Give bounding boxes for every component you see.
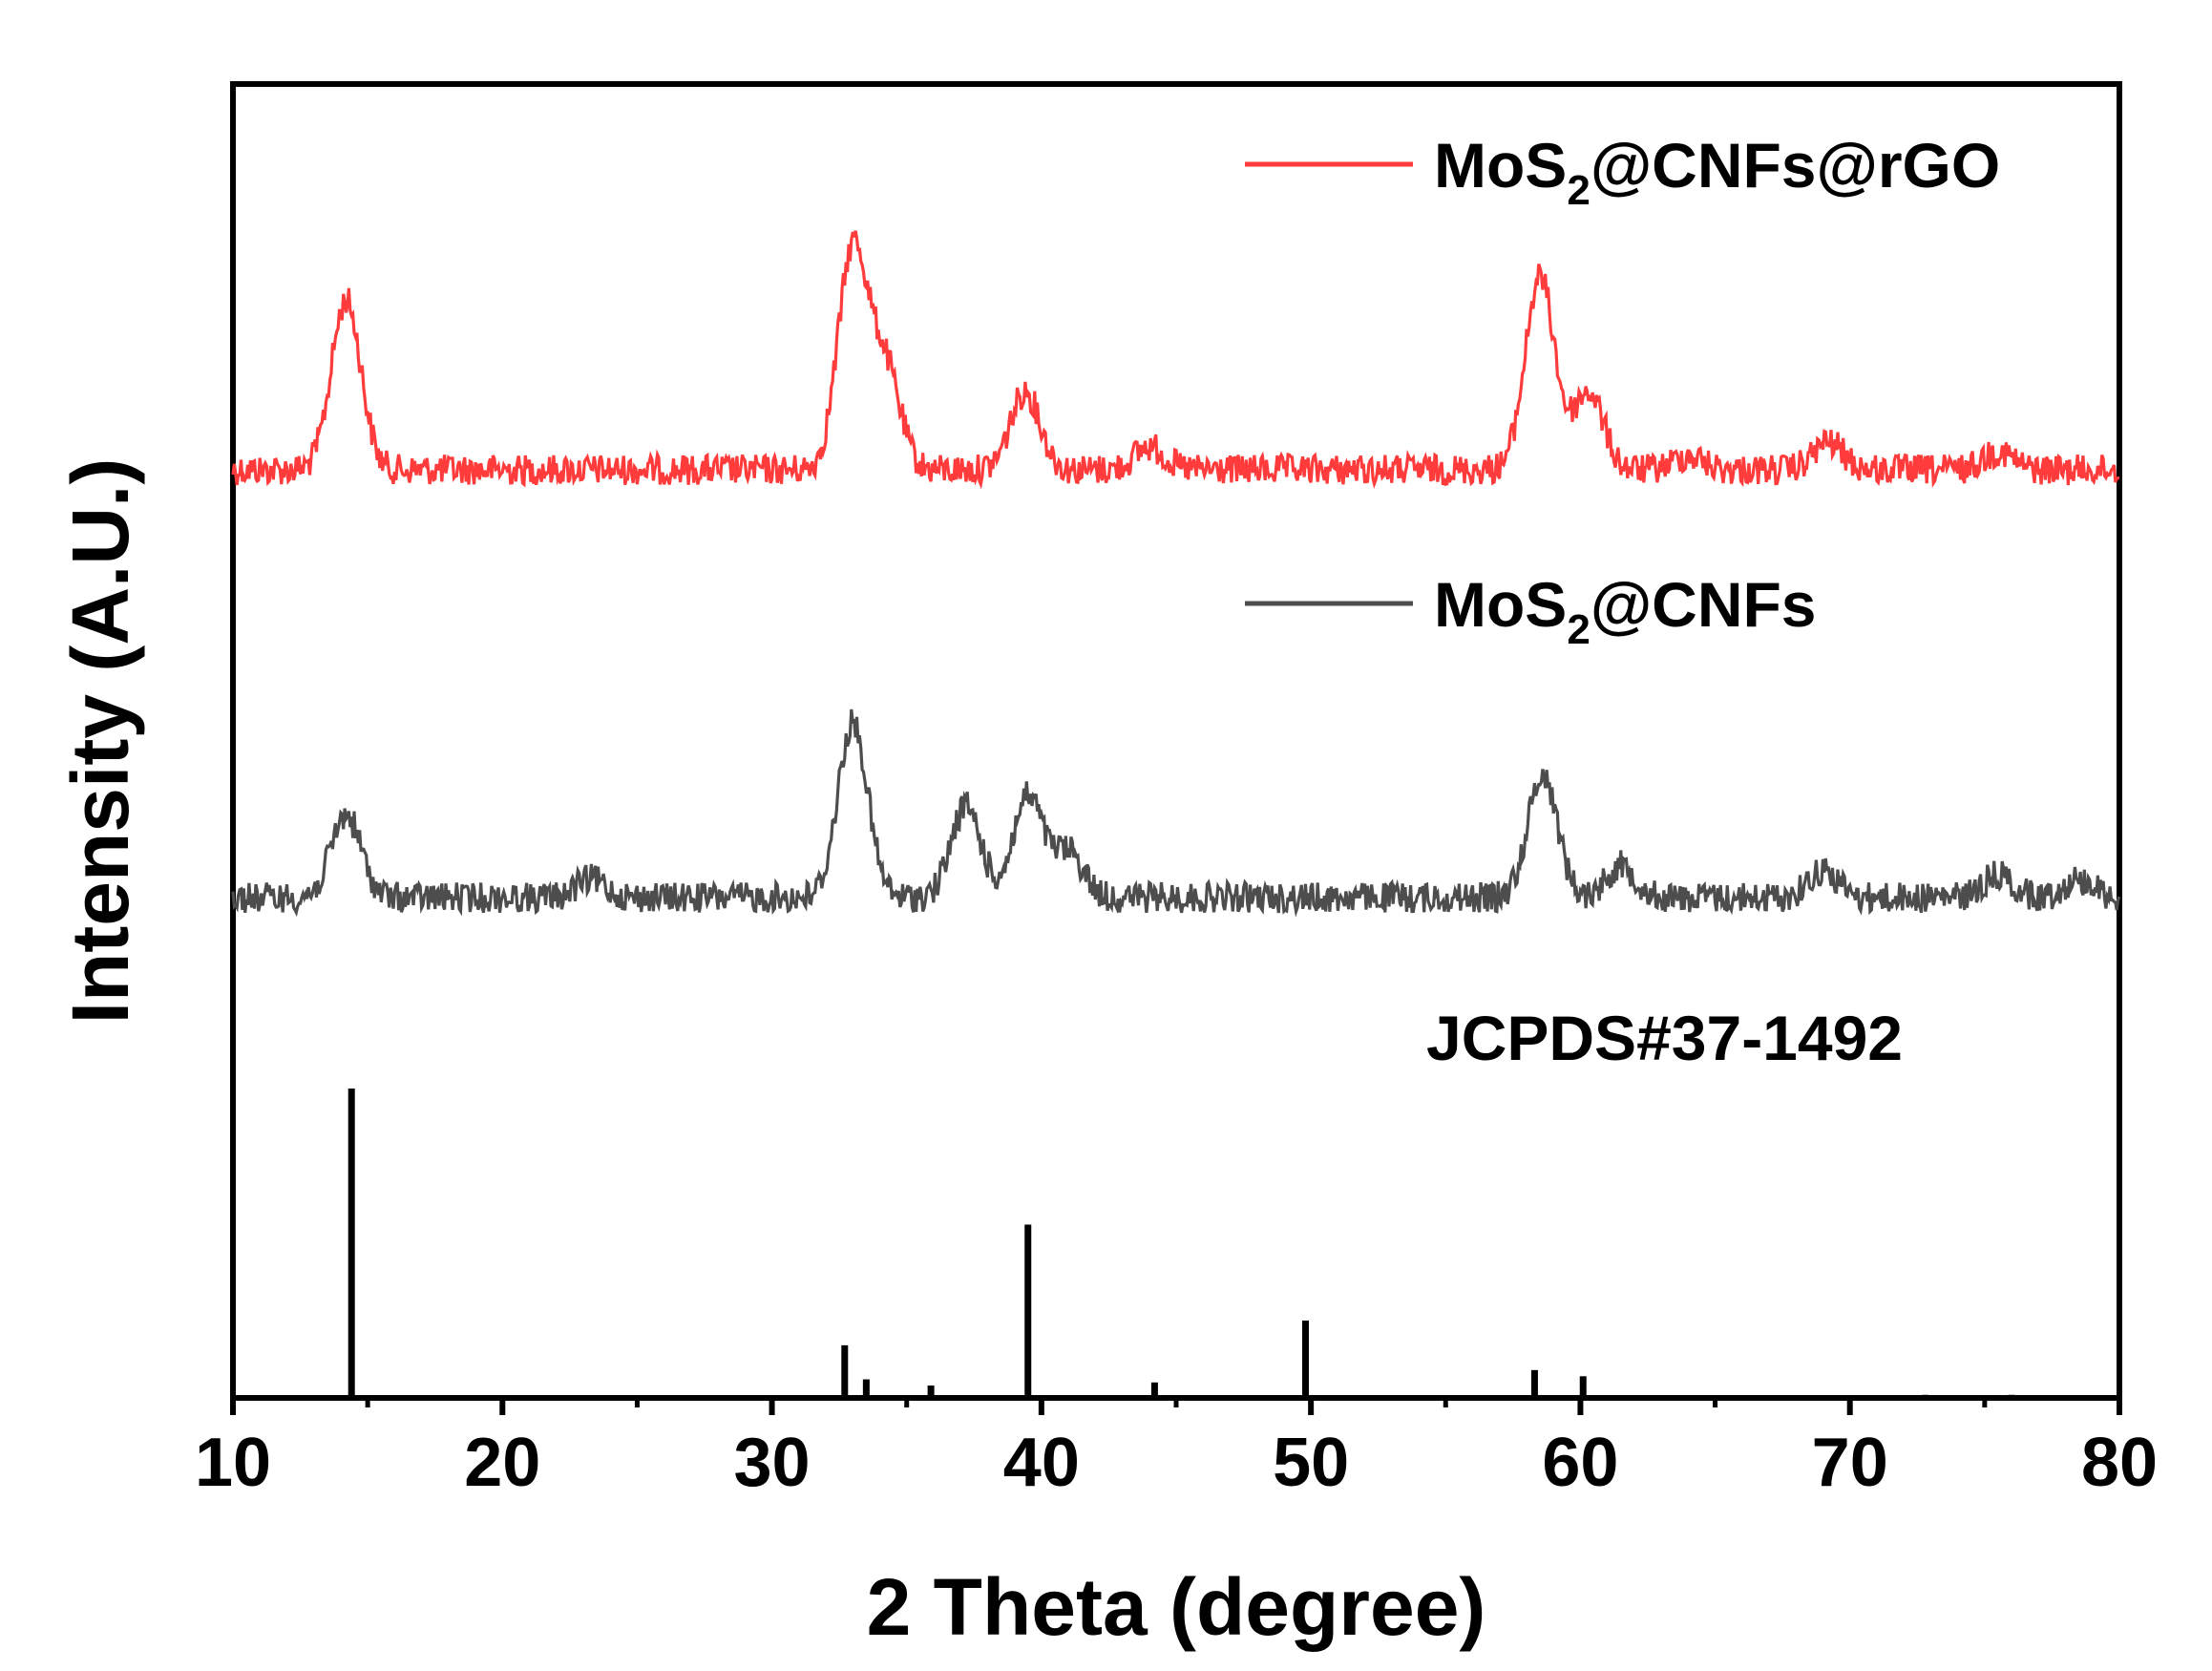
x-tick-label: 60 <box>1542 1425 1618 1501</box>
series-lines <box>231 230 2121 918</box>
x-tick-label: 80 <box>2081 1425 2158 1501</box>
x-ticks: 10 20 30 40 50 60 70 80 <box>195 1398 2158 1501</box>
x-tick-label: 10 <box>195 1425 271 1501</box>
plot-frame <box>230 81 2122 1401</box>
series-line-mos2-cnfs <box>231 709 2121 918</box>
x-tick-label: 20 <box>464 1425 540 1501</box>
reference-lines <box>348 1089 2015 1398</box>
reference-label: JCPDS#37-1492 <box>1426 1003 1903 1073</box>
x-tick-label: 50 <box>1273 1425 1349 1501</box>
legend-label-0: MoS2@CNFs@rGO <box>1434 130 2000 214</box>
legend-label-1: MoS2@CNFs <box>1434 569 1817 653</box>
legend: MoS2@CNFs@rGO MoS2@CNFs <box>1245 130 2000 653</box>
x-tick-label: 40 <box>1003 1425 1080 1501</box>
x-axis-title: 2 Theta (degree) <box>867 1562 1486 1652</box>
y-axis-title: Intensity (A.U.) <box>55 458 145 1025</box>
x-tick-label: 30 <box>734 1425 811 1501</box>
series-line-mos2-cnfs-rgo <box>231 230 2120 490</box>
x-tick-label: 70 <box>1812 1425 1888 1501</box>
